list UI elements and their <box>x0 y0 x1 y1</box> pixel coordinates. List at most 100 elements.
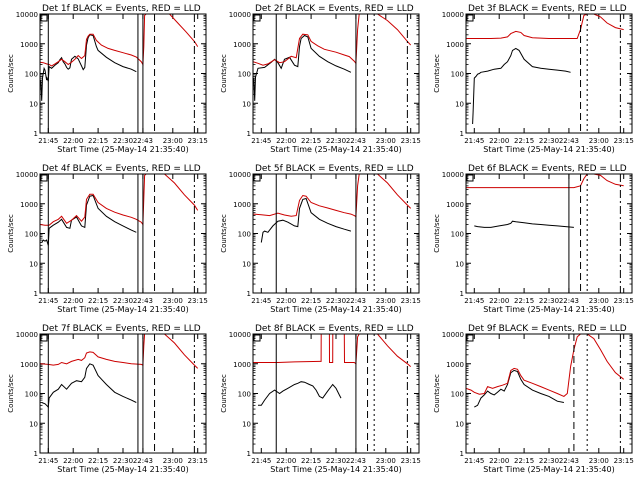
y-axis-label: Counts/sec <box>7 54 15 93</box>
series-line-events <box>474 220 574 228</box>
series-line-lld <box>466 334 625 397</box>
x-axis-label: Start Time (25-May-14 21:35:40) <box>270 145 401 154</box>
series-line-lld <box>253 334 412 367</box>
chart-title: Det 9f BLACK = Events, RED = LLD <box>468 324 627 334</box>
y-tick-label: 10000 <box>442 331 464 339</box>
x-tick-label: 22:15 <box>514 137 534 145</box>
series-line-lld <box>40 14 199 67</box>
x-axis-label: Start Time (25-May-14 21:35:40) <box>270 305 401 314</box>
x-tick-label: 22:30 <box>539 457 559 465</box>
x-tick-label: 22:00 <box>276 457 296 465</box>
x-tick-label: 22:00 <box>63 297 83 305</box>
x-tick-label: 22:30 <box>326 457 346 465</box>
x-tick-label: 22:00 <box>276 297 296 305</box>
x-tick-label: 22:30 <box>326 137 346 145</box>
y-tick-label: 1000 <box>446 41 464 49</box>
plot-frame <box>465 173 633 294</box>
y-tick-label: 10000 <box>229 11 251 19</box>
x-tick-label: 21:45 <box>464 457 484 465</box>
chart-panel-8: Det 8f BLACK = Events, RED = LLD Counts/s… <box>220 324 421 474</box>
y-tick-label: 1 <box>34 450 38 458</box>
x-tick-label: 21:45 <box>38 137 58 145</box>
x-tick-label: 22:15 <box>88 457 108 465</box>
corner-box <box>253 334 261 342</box>
series-line-events <box>472 47 571 125</box>
y-tick-label: 1000 <box>233 41 251 49</box>
chart-panel-4: Det 4f BLACK = Events, RED = LLD Counts/s… <box>7 164 208 314</box>
y-tick-label: 100 <box>451 71 464 79</box>
x-tick-label: 22:43 <box>346 137 366 145</box>
x-tick-label: 22:30 <box>539 297 559 305</box>
corner-box <box>253 174 261 182</box>
y-tick-label: 100 <box>451 231 464 239</box>
y-axis-label: Counts/sec <box>7 374 15 413</box>
y-tick-label: 1000 <box>20 361 38 369</box>
y-tick-label: 1 <box>34 290 38 298</box>
x-tick-label: 22:43 <box>133 137 153 145</box>
y-axis-label: Counts/sec <box>433 214 441 253</box>
x-tick-label: 23:15 <box>401 137 421 145</box>
y-tick-label: 100 <box>238 391 251 399</box>
series-line-events <box>40 34 137 101</box>
x-tick-label: 22:00 <box>63 457 83 465</box>
y-tick-label: 1 <box>247 450 251 458</box>
series-line-lld <box>466 14 624 39</box>
plot-frame <box>39 13 207 134</box>
y-tick-label: 1000 <box>20 201 38 209</box>
chart-title: Det 4f BLACK = Events, RED = LLD <box>42 164 201 174</box>
y-tick-label: 10 <box>242 420 251 428</box>
chart-panel-2: Det 2f BLACK = Events, RED = LLD Counts/s… <box>220 4 421 154</box>
x-tick-label: 22:00 <box>489 137 509 145</box>
x-axis-label: Start Time (25-May-14 21:35:40) <box>57 145 188 154</box>
plot-frame <box>252 13 420 134</box>
chart-panel-9: Det 9f BLACK = Events, RED = LLD Counts/s… <box>433 324 634 474</box>
x-tick-label: 23:15 <box>614 137 634 145</box>
y-tick-label: 100 <box>238 231 251 239</box>
x-tick-label: 23:00 <box>589 457 609 465</box>
y-tick-label: 10 <box>29 100 38 108</box>
x-tick-label: 22:15 <box>514 457 534 465</box>
y-axis-label: Counts/sec <box>220 374 228 413</box>
x-tick-label: 21:45 <box>464 137 484 145</box>
corner-box <box>466 334 474 342</box>
x-tick-label: 23:15 <box>614 297 634 305</box>
y-axis-label: Counts/sec <box>433 374 441 413</box>
x-axis-label: Start Time (25-May-14 21:35:40) <box>483 465 614 474</box>
x-tick-label: 23:15 <box>614 457 634 465</box>
chart-title: Det 2f BLACK = Events, RED = LLD <box>255 4 414 14</box>
y-tick-label: 1000 <box>20 41 38 49</box>
x-tick-label: 22:15 <box>301 297 321 305</box>
y-axis-label: Counts/sec <box>7 214 15 253</box>
x-tick-label: 21:45 <box>251 137 271 145</box>
series-line-lld <box>253 14 412 66</box>
y-tick-label: 10000 <box>16 11 38 19</box>
x-tick-label: 21:45 <box>38 297 58 305</box>
chart-panel-5: Det 5f BLACK = Events, RED = LLD Counts/s… <box>220 164 421 314</box>
x-tick-label: 22:30 <box>113 297 133 305</box>
chart-panel-1: Det 1f BLACK = Events, RED = LLD Counts/s… <box>7 4 208 154</box>
series-line-lld <box>466 174 624 189</box>
y-tick-label: 1000 <box>446 201 464 209</box>
y-tick-label: 10 <box>29 420 38 428</box>
chart-title: Det 5f BLACK = Events, RED = LLD <box>255 164 414 174</box>
x-tick-label: 21:45 <box>464 297 484 305</box>
corner-box <box>40 174 48 182</box>
corner-box <box>40 334 48 342</box>
series-line-events <box>41 363 137 409</box>
x-tick-label: 23:00 <box>163 457 183 465</box>
chart-panel-7: Det 7f BLACK = Events, RED = LLD Counts/s… <box>7 324 208 474</box>
x-tick-label: 23:00 <box>163 297 183 305</box>
x-tick-label: 22:15 <box>88 137 108 145</box>
y-tick-label: 10 <box>455 100 464 108</box>
series-line-lld <box>40 174 199 227</box>
x-tick-label: 22:00 <box>63 137 83 145</box>
x-tick-label: 22:30 <box>113 457 133 465</box>
x-tick-label: 21:45 <box>251 457 271 465</box>
x-tick-label: 22:43 <box>133 297 153 305</box>
chart-title: Det 6f BLACK = Events, RED = LLD <box>468 164 627 174</box>
x-tick-label: 22:43 <box>559 137 579 145</box>
x-tick-label: 22:30 <box>539 137 559 145</box>
series-line-lld <box>253 174 412 218</box>
y-tick-label: 10 <box>242 260 251 268</box>
